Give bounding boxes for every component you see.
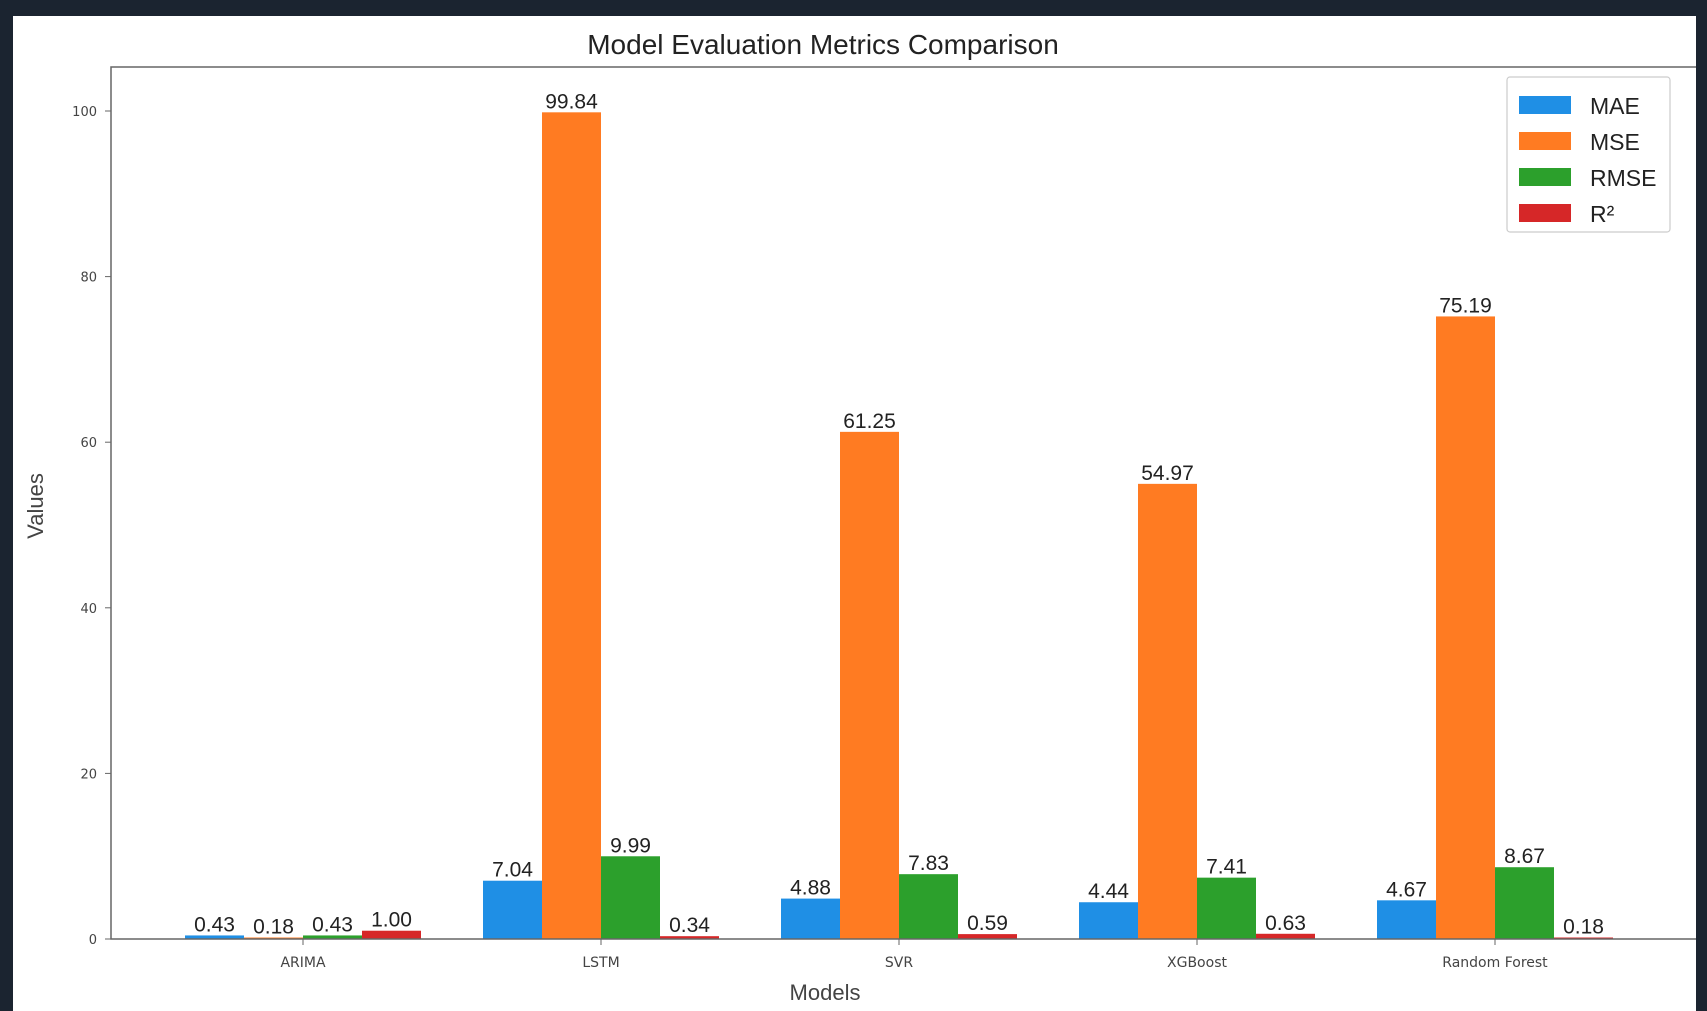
y-tick-label: 0: [89, 933, 97, 948]
y-tick-label: 100: [72, 105, 97, 120]
bar-rmse-lstm: [601, 856, 660, 939]
y-tick-label: 40: [80, 602, 97, 617]
chart-title: Model Evaluation Metrics Comparison: [587, 29, 1059, 60]
x-tick-label: XGBoost: [1167, 955, 1227, 971]
plot-area-border: [110, 66, 1696, 940]
bar-mae-svr: [781, 898, 840, 939]
bar-mse-random-forest: [1436, 316, 1495, 939]
bar-rmse-xgboost: [1197, 877, 1256, 939]
bar-r-lstm: [660, 936, 719, 939]
bar-rmse-random-forest: [1495, 867, 1554, 939]
x-axis-label: Models: [790, 980, 861, 1005]
bar-mae-arima: [185, 935, 244, 939]
legend-swatch-mse: [1519, 132, 1571, 150]
bar-mse-xgboost: [1138, 483, 1197, 939]
bar-rmse-svr: [899, 874, 958, 939]
y-axis-label: Values: [23, 473, 48, 539]
value-label: 0.43: [312, 913, 353, 936]
value-label: 0.43: [194, 913, 235, 936]
legend-swatch-mae: [1519, 96, 1571, 114]
legend-label: R²: [1590, 201, 1615, 227]
bar-group: [185, 112, 1613, 939]
legend-box: [1506, 76, 1671, 233]
bar-rmse-arima: [303, 935, 362, 939]
value-label: 0.18: [1563, 916, 1604, 939]
value-label: 61.25: [843, 410, 896, 433]
y-tick-label: 20: [80, 767, 97, 782]
value-label: 4.88: [790, 877, 831, 900]
value-labels: 0.43 7.04 4.88 4.44 4.67 0.18 99.84 61.25 54.97 7…: [194, 90, 1604, 938]
x-tick-label: Random Forest: [1442, 955, 1548, 971]
value-label: 0.34: [669, 914, 710, 937]
x-tick-label: LSTM: [582, 955, 619, 971]
bar-mse-lstm: [542, 112, 601, 939]
value-label: 99.84: [545, 90, 598, 113]
y-tick-label: 80: [80, 271, 97, 286]
value-label: 7.04: [492, 859, 533, 882]
y-tick-label: 60: [80, 436, 97, 451]
value-label: 7.41: [1206, 856, 1247, 879]
legend-swatch-rmse: [1519, 168, 1571, 186]
bar-r-arima: [362, 930, 421, 939]
bar-r-svr: [958, 934, 1017, 939]
value-label: 75.19: [1439, 294, 1492, 317]
value-label: 0.59: [967, 912, 1008, 935]
value-label: 0.63: [1265, 912, 1306, 935]
legend: MAE MSE RMSE R²: [1506, 76, 1671, 233]
bar-r-xgboost: [1256, 933, 1315, 939]
y-axis-ticks: 0 20 40 60 80 100: [72, 105, 111, 948]
bar-chart: Model Evaluation Metrics Comparison Valu…: [23, 29, 1696, 1005]
chart-frame: Model Evaluation Metrics Comparison Valu…: [13, 16, 1696, 1011]
value-label: 4.44: [1088, 880, 1129, 903]
x-axis-ticks: ARIMA LSTM SVR XGBoost Random Forest: [280, 939, 1548, 971]
x-tick-label: SVR: [885, 955, 913, 971]
bar-mae-random-forest: [1377, 900, 1436, 939]
value-label: 8.67: [1504, 845, 1545, 868]
value-label: 0.18: [253, 916, 294, 939]
legend-label: MAE: [1590, 93, 1640, 119]
bar-mae-lstm: [483, 880, 542, 939]
bar-mae-xgboost: [1079, 902, 1138, 939]
legend-label: RMSE: [1590, 165, 1656, 191]
value-label: 54.97: [1141, 462, 1194, 485]
legend-swatch-r: [1519, 204, 1571, 222]
legend-label: MSE: [1590, 129, 1640, 155]
value-label: 4.67: [1386, 878, 1427, 901]
value-label: 1.00: [371, 909, 412, 932]
bar-mse-svr: [840, 431, 899, 939]
value-label: 9.99: [610, 834, 651, 857]
x-tick-label: ARIMA: [280, 955, 326, 971]
value-label: 7.83: [908, 852, 949, 875]
